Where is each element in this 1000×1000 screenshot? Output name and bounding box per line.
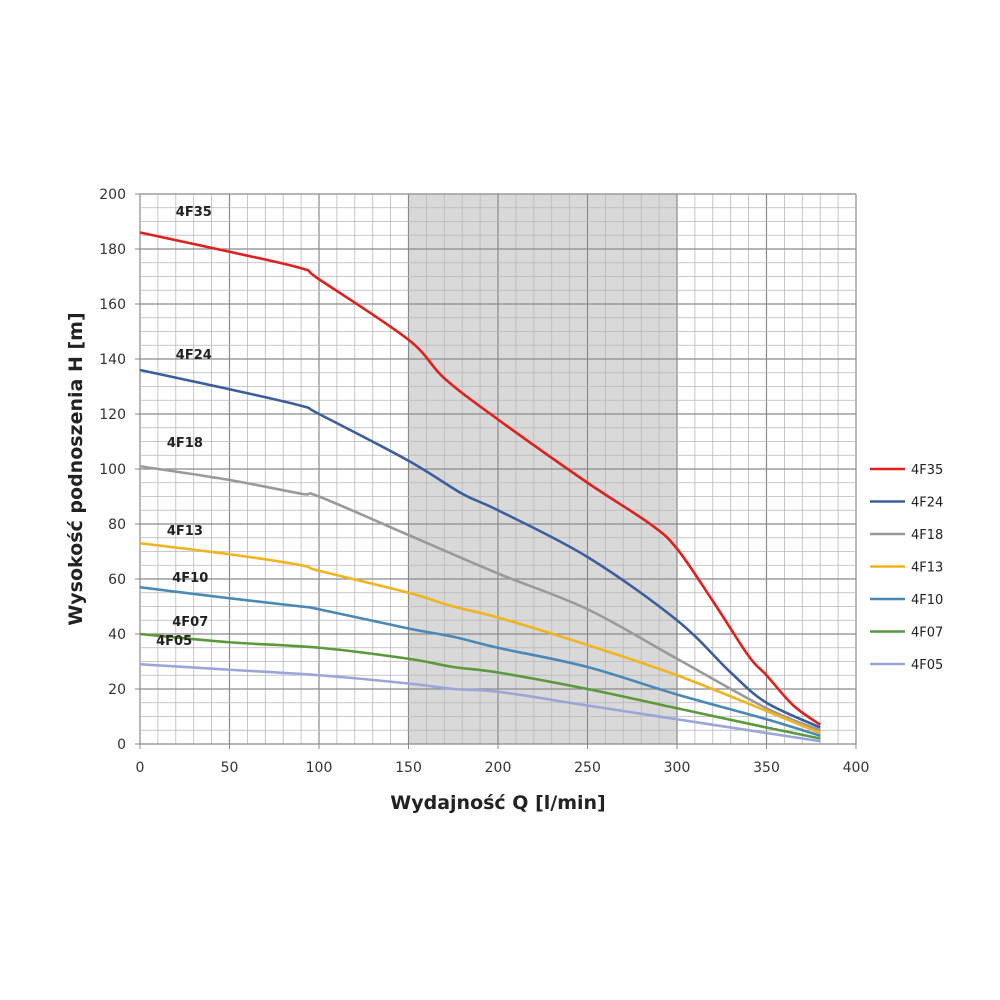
legend-label-4f07: 4F07 <box>911 626 943 641</box>
x-tick-label: 350 <box>753 760 780 776</box>
y-tick-label: 140 <box>99 352 126 368</box>
curve-label-4f24: 4F24 <box>176 348 212 363</box>
series-line-4f10 <box>139 585 821 737</box>
curve-label-4f13: 4F13 <box>167 524 203 539</box>
curve-label-4f05: 4F05 <box>156 634 192 649</box>
x-axis-label: Wydajność Q [l/min] <box>390 792 605 814</box>
y-tick-label: 160 <box>99 297 126 313</box>
legend-label-4f05: 4F05 <box>911 658 943 673</box>
legend-label-4f18: 4F18 <box>911 528 943 543</box>
x-tick-label: 100 <box>306 760 333 776</box>
series-line-4f35 <box>139 231 821 726</box>
y-tick-label: 0 <box>117 737 126 753</box>
series-line-4f07 <box>139 632 821 740</box>
series-line-4f18 <box>139 464 821 732</box>
x-tick-label: 0 <box>136 760 145 776</box>
legend-label-4f13: 4F13 <box>911 561 943 576</box>
x-tick-label: 250 <box>574 760 601 776</box>
legend-label-4f24: 4F24 <box>911 496 943 511</box>
legend-label-4f10: 4F10 <box>911 593 943 608</box>
legend-label-4f35: 4F35 <box>911 463 943 478</box>
series-line-4f13 <box>139 541 821 735</box>
y-tick-label: 180 <box>99 242 126 258</box>
x-tick-label: 200 <box>485 760 512 776</box>
y-tick-label: 80 <box>108 517 126 533</box>
x-tick-label: 50 <box>221 760 239 776</box>
y-tick-label: 100 <box>99 462 126 478</box>
curve-label-4f07: 4F07 <box>172 615 208 630</box>
x-tick-label: 150 <box>395 760 422 776</box>
x-tick-label: 300 <box>664 760 691 776</box>
curve-label-4f35: 4F35 <box>176 205 212 220</box>
y-tick-label: 120 <box>99 407 126 423</box>
curve-label-4f10: 4F10 <box>172 571 208 586</box>
y-tick-label: 60 <box>108 572 126 588</box>
y-axis-label: Wysokość podnoszenia H [m] <box>65 312 87 625</box>
y-tick-label: 40 <box>108 627 126 643</box>
x-tick-label: 400 <box>843 760 870 776</box>
y-tick-label: 20 <box>108 682 126 698</box>
series-line-4f24 <box>139 368 821 729</box>
curve-label-4f18: 4F18 <box>167 436 203 451</box>
series-line-4f05 <box>139 662 821 743</box>
y-tick-label: 200 <box>99 187 126 203</box>
